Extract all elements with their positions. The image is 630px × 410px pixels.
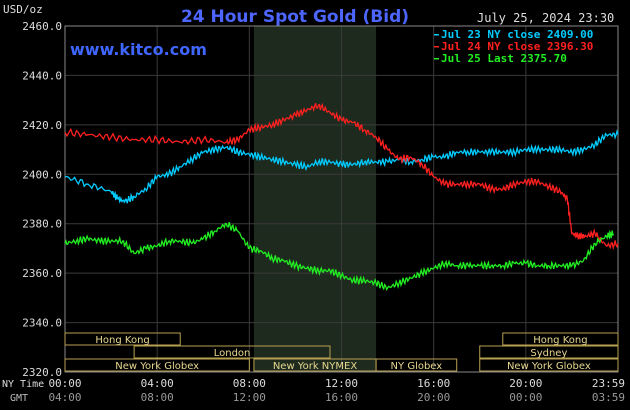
x-tick-label-gmt: 16:00	[325, 391, 358, 404]
chart-title: 24 Hour Spot Gold (Bid)	[181, 7, 409, 27]
date-stamp: July 25, 2024 23:30	[477, 11, 614, 25]
series-layer	[64, 102, 619, 292]
session-box	[64, 332, 181, 346]
series-line-jul-25	[64, 222, 615, 292]
x-tick-label-ny: 20:00	[509, 377, 542, 390]
series-line-jul-23	[64, 128, 619, 204]
x-tick-label-gmt: 12:00	[233, 391, 266, 404]
session-box	[479, 345, 619, 359]
session-label: Hong Kong	[95, 335, 149, 346]
session-label: New York Globex	[507, 361, 591, 372]
x-tick-label-ny: 04:00	[141, 377, 174, 390]
y-tick-label: 2460.0	[22, 20, 62, 33]
y-tick-label: 2440.0	[22, 69, 62, 82]
x-tick-label-ny: 23:59	[592, 377, 625, 390]
brand-text: www.kitco.com	[70, 40, 207, 59]
session-box	[479, 358, 619, 372]
session-label: NY Globex	[391, 361, 443, 372]
legend-swatch	[434, 58, 439, 60]
x-tick-label-gmt: 03:59	[592, 391, 625, 404]
y-tick-label: 2320.0	[22, 366, 62, 379]
y-tick-label: 2360.0	[22, 267, 62, 280]
legend-swatch	[434, 46, 439, 48]
legend-swatch	[434, 34, 439, 36]
session-label: New York NYMEX	[273, 361, 358, 372]
x-tick-label-ny: 12:00	[325, 377, 358, 390]
x-tick-label-ny: 16:00	[417, 377, 450, 390]
x-tick-label-gmt: 08:00	[141, 391, 174, 404]
session-box	[133, 345, 331, 359]
x-axis-ticks: 00:00 04:00 08:00 12:00 16:00 20:00 23:5904:00…	[48, 377, 625, 404]
y-tick-label: 2380.0	[22, 218, 62, 231]
session-label: Hong Kong	[533, 335, 587, 346]
series-line-jul-24	[64, 102, 619, 251]
session-label: London	[214, 348, 251, 359]
y-tick-label: 2340.0	[22, 317, 62, 330]
nymex-session-band	[253, 26, 377, 372]
market-sessions: Hong Kong London New York Globex New York N…	[64, 332, 619, 372]
legend-entry: Jul 23 NY close 2409.00	[441, 28, 593, 41]
session-label: New York Globex	[115, 361, 199, 372]
legend-entry: Jul 25 Last 2375.70	[441, 52, 567, 65]
legend-entry: Jul 24 NY close 2396.30	[441, 40, 593, 53]
nymex-band-layer	[253, 26, 377, 372]
session-box	[502, 332, 619, 346]
x-tick-label-gmt: 00:00	[509, 391, 542, 404]
x-tick-label-ny: 08:00	[233, 377, 266, 390]
y-axis-ticks: 2460.0 2440.0 2420.0 2400.0 2380.0 2360.0 2340…	[22, 20, 62, 379]
legend: Jul 23 NY close 2409.00 Jul 24 NY close …	[434, 28, 593, 65]
y-tick-label: 2400.0	[22, 168, 62, 181]
gmt-axis-label: GMT	[10, 393, 28, 404]
y-tick-label: 2420.0	[22, 119, 62, 132]
x-tick-label-gmt: 04:00	[48, 391, 81, 404]
ny-time-axis-label: NY Time	[2, 379, 44, 390]
session-label: Sydney	[530, 348, 567, 359]
session-box	[64, 358, 250, 372]
x-tick-label-ny: 00:00	[48, 377, 81, 390]
plot-frame	[64, 25, 619, 373]
x-tick-label-gmt: 20:00	[417, 391, 450, 404]
unit-label: USD/oz	[3, 3, 43, 16]
session-box	[375, 358, 458, 372]
